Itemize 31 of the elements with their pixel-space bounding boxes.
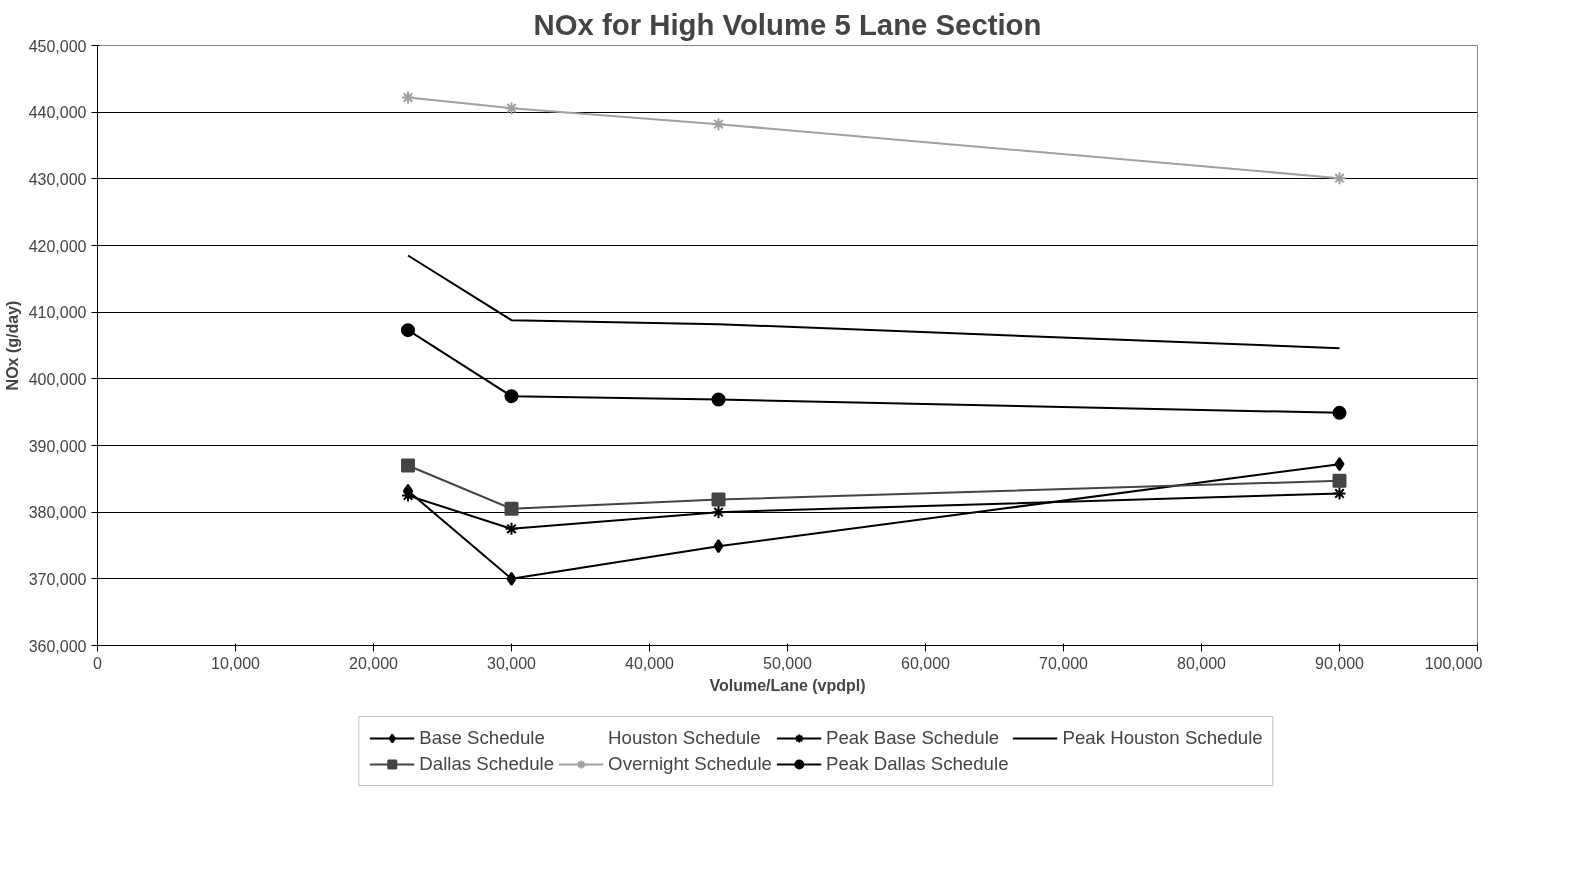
legend-label: Base Schedule [419,727,545,749]
y-tick-label: 360,000 [28,637,87,655]
y-tick-label: 380,000 [28,504,87,522]
x-tick-label: 100,000 [1424,654,1483,672]
x-tick-label: 50,000 [763,654,813,672]
x-tick-label: 20,000 [349,654,399,672]
x-axis-title: Volume/Lane (vpdpl) [709,676,866,694]
x-tick-label: 70,000 [1039,654,1089,672]
legend-label: Dallas Schedule [419,753,555,775]
x-tick-label: 60,000 [901,654,951,672]
x-tick-label: 0 [93,654,103,672]
y-axis-title: NOx (g/day) [3,300,21,391]
y-tick-label: 430,000 [28,170,87,188]
y-tick-label: 400,000 [28,370,87,388]
y-tick-label: 450,000 [28,37,87,55]
text: Houston Schedule [608,727,761,749]
y-tick-label: 390,000 [28,437,87,455]
legend-label: Peak Dallas Schedule [825,753,1009,775]
y-tick-label: 410,000 [28,304,87,322]
y-tick-label: 370,000 [28,570,87,588]
x-tick-label: 80,000 [1177,654,1227,672]
x-tick-label: 30,000 [487,654,537,672]
x-tick-label: 40,000 [625,654,675,672]
x-tick-label: 10,000 [211,654,261,672]
legend-label: Peak Houston Schedule [1062,727,1263,749]
chart-title: NOx for High Volume 5 Lane Section [533,7,1042,41]
legend-label: Overnight Schedule [608,753,772,775]
legend-label: Peak Base Schedule [825,727,1000,749]
y-tick-label: 420,000 [28,237,87,255]
y-tick-label: 440,000 [28,104,87,122]
x-tick-label: 90,000 [1315,654,1365,672]
